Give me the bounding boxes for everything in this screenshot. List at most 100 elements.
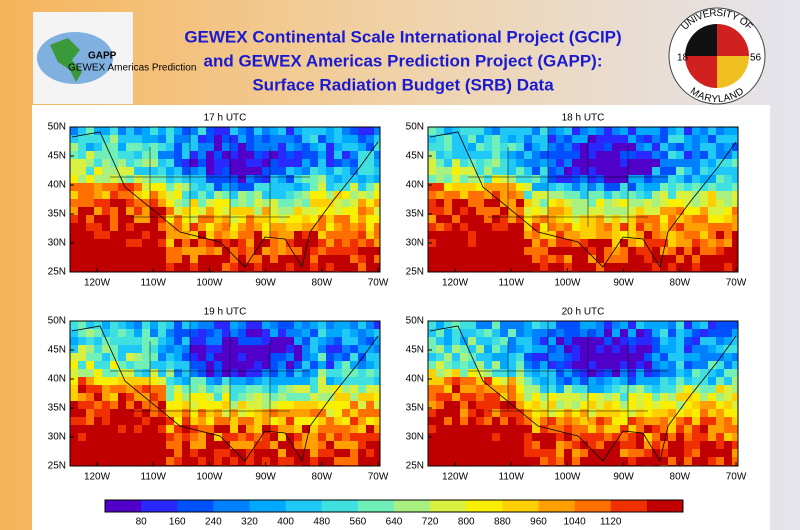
map-cell (158, 255, 166, 263)
map-cell (326, 345, 334, 353)
map-cell (254, 215, 262, 223)
map-cell (294, 457, 302, 465)
map-cell (716, 377, 724, 385)
map-cell (692, 417, 700, 425)
map-cell (270, 159, 278, 167)
map-cell (644, 353, 652, 361)
map-cell (70, 385, 78, 393)
map-cell (572, 321, 580, 329)
map-cell (350, 167, 358, 175)
map-cell (334, 321, 342, 329)
map-cell (636, 175, 644, 183)
map-cell (190, 417, 198, 425)
map-cell (366, 263, 374, 271)
map-cell (70, 377, 78, 385)
map-cell (596, 417, 604, 425)
map-cell (230, 159, 238, 167)
map-cell (692, 263, 700, 271)
map-cell (556, 401, 564, 409)
map-cell (604, 135, 612, 143)
map-cell (238, 199, 246, 207)
map-cell (86, 345, 94, 353)
map-cell (326, 441, 334, 449)
map-cell (150, 263, 158, 271)
map-cell (286, 143, 294, 151)
map-cell (492, 361, 500, 369)
map-cell (660, 337, 668, 345)
map-cell (286, 417, 294, 425)
map-cell (540, 239, 548, 247)
map-cell (476, 159, 484, 167)
map-cell (166, 441, 174, 449)
map-cell (460, 417, 468, 425)
map-cell (460, 321, 468, 329)
map-cell (270, 377, 278, 385)
map-cell (270, 231, 278, 239)
map-cell (660, 433, 668, 441)
map-cell (692, 321, 700, 329)
map-cell (102, 127, 110, 135)
map-cell (318, 199, 326, 207)
map-cell (612, 223, 620, 231)
lon-label: 120W (84, 278, 111, 289)
map-cell (572, 239, 580, 247)
map-cell (270, 329, 278, 337)
map-cell (620, 401, 628, 409)
map-cell (604, 425, 612, 433)
map-cell (294, 345, 302, 353)
map-cell (652, 255, 660, 263)
map-cell (716, 143, 724, 151)
map-cell (668, 183, 676, 191)
map-cell (302, 385, 310, 393)
map-cell (158, 393, 166, 401)
map-cell (556, 135, 564, 143)
map-cell (484, 151, 492, 159)
map-cell (222, 425, 230, 433)
map-cell (636, 191, 644, 199)
map-cell (222, 191, 230, 199)
map-cell (524, 207, 532, 215)
map-cell (230, 433, 238, 441)
map-cell (334, 337, 342, 345)
map-cell (452, 199, 460, 207)
map-cell (676, 425, 684, 433)
map-cell (374, 223, 380, 231)
map-cell (572, 369, 580, 377)
map-cell (556, 231, 564, 239)
map-cell (270, 239, 278, 247)
map-cell (548, 385, 556, 393)
map-cell (692, 175, 700, 183)
map-cell (652, 167, 660, 175)
map-cell (294, 377, 302, 385)
map-cell (572, 143, 580, 151)
map-cell (150, 369, 158, 377)
map-cell (350, 151, 358, 159)
map-cell (182, 385, 190, 393)
map-cell (612, 199, 620, 207)
map-cell (350, 175, 358, 183)
map-cell (468, 143, 476, 151)
map-cell (70, 449, 78, 457)
lon-label: 100W (196, 278, 223, 289)
map-cell (190, 175, 198, 183)
map-cell (78, 223, 86, 231)
map-cell (444, 425, 452, 433)
map-cell (118, 263, 126, 271)
map-cell (476, 175, 484, 183)
map-cell (142, 345, 150, 353)
map-cell (86, 361, 94, 369)
map-cell (700, 215, 708, 223)
map-cell (444, 167, 452, 175)
map-cell (182, 159, 190, 167)
map-cell (78, 159, 86, 167)
map-cell (70, 263, 78, 271)
map-cell (524, 175, 532, 183)
map-cell (190, 337, 198, 345)
map-cell (580, 223, 588, 231)
map-cell (476, 353, 484, 361)
map-cell (660, 191, 668, 199)
map-cell (492, 433, 500, 441)
map-cell (262, 191, 270, 199)
map-cell (556, 223, 564, 231)
map-cell (190, 449, 198, 457)
